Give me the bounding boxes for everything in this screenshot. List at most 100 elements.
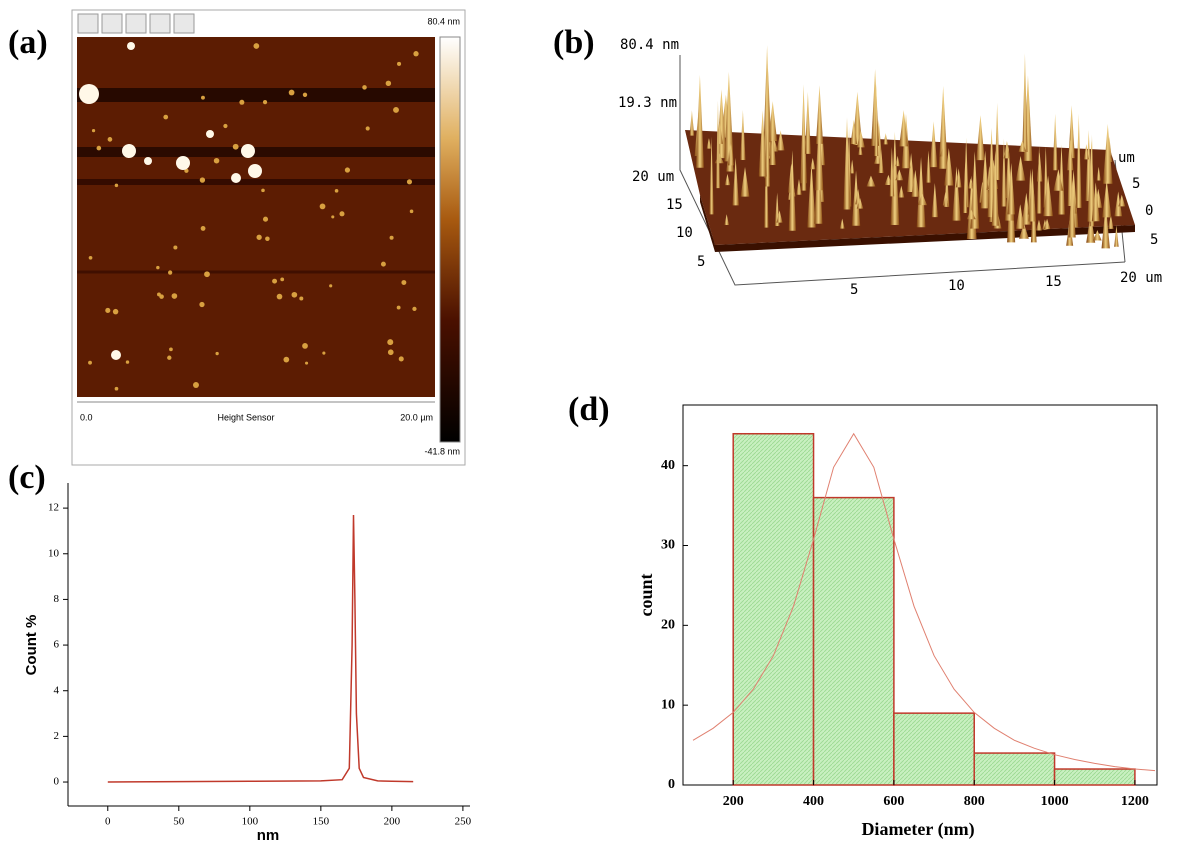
spike [1102, 123, 1113, 184]
particle [413, 51, 419, 57]
spike [1028, 168, 1037, 222]
y-tick-label: 40 [661, 458, 675, 473]
spike [963, 161, 968, 214]
particle [88, 360, 92, 365]
particle [105, 307, 111, 314]
spike [1086, 213, 1096, 243]
particle [176, 156, 190, 170]
particle [322, 351, 326, 355]
particle [215, 351, 219, 356]
particle [125, 360, 130, 364]
spike [895, 169, 904, 181]
spike [695, 74, 704, 168]
spike [715, 100, 720, 189]
particle [144, 157, 152, 165]
y-tick-label: 10 [676, 225, 693, 241]
x-tick-label: 400 [803, 794, 824, 809]
axis-3d [679, 55, 1126, 286]
particle [406, 179, 413, 185]
particle [291, 291, 298, 298]
particle [239, 99, 245, 105]
particle [305, 361, 309, 365]
particle [329, 284, 333, 288]
particle [167, 355, 172, 360]
particle [253, 43, 260, 49]
panel-label: (c) [8, 459, 46, 496]
spike [889, 147, 895, 197]
side-tick-label: 5 [1150, 232, 1158, 248]
histogram-bar [812, 496, 895, 786]
x-axis-label: nm [257, 827, 280, 844]
particle [223, 123, 228, 129]
spike [724, 71, 734, 162]
particle [192, 382, 199, 388]
spike [938, 86, 948, 169]
particle [200, 226, 206, 231]
z-tick-label: 19.3 nm [618, 95, 677, 111]
particle [412, 306, 417, 312]
particle [389, 235, 394, 240]
spike [878, 149, 884, 174]
histogram-bar [1053, 768, 1136, 786]
spike [943, 195, 949, 207]
panel-label: (d) [568, 391, 610, 428]
spike [1053, 169, 1064, 191]
spike [952, 166, 961, 221]
spike [851, 170, 861, 226]
x-tick-label: 0 [105, 816, 111, 828]
particle [288, 89, 295, 96]
x-tick-label: 10 [948, 278, 965, 294]
particle [385, 80, 392, 87]
spike [1114, 225, 1119, 247]
particle [163, 114, 169, 120]
particle [380, 261, 386, 267]
particle [262, 100, 268, 105]
spike [1007, 162, 1015, 215]
particle [387, 349, 394, 356]
surface-front [700, 195, 1135, 252]
spike [768, 101, 778, 142]
spike [804, 91, 811, 154]
spike [991, 150, 999, 226]
histogram-bar [893, 712, 975, 786]
spike [1091, 182, 1100, 222]
spike [815, 117, 824, 191]
x-tick-label: 150 [313, 816, 330, 828]
x-tick-label: 600 [883, 794, 904, 809]
spike [1108, 215, 1114, 229]
spike [1043, 218, 1051, 229]
x-tick-label: 800 [964, 794, 985, 809]
spike [929, 121, 938, 168]
spike [740, 110, 746, 161]
particle [114, 183, 119, 188]
x-axis-label: Diameter (nm) [861, 819, 974, 840]
particle [96, 145, 102, 151]
y-tick-label: 6 [54, 639, 60, 651]
spike [1015, 156, 1026, 181]
spike [1001, 138, 1007, 207]
data-line [107, 514, 414, 783]
toolbar-button [125, 13, 147, 34]
spike [1101, 204, 1110, 249]
x-tick-label: 100 [242, 816, 259, 828]
particle [319, 203, 326, 210]
y-tick-label: 4 [54, 684, 60, 696]
particle [107, 137, 113, 142]
spike [1018, 140, 1027, 152]
y-tick-label: 0 [668, 777, 675, 792]
scale-end: 20.0 µm [400, 412, 433, 422]
spike [883, 133, 888, 145]
spike [1083, 144, 1089, 160]
particle [88, 255, 93, 260]
streak [77, 147, 435, 157]
y-tick-label: 10 [661, 697, 675, 712]
spike [689, 110, 695, 136]
y-tick-label: 12 [48, 502, 59, 514]
spike [890, 131, 900, 225]
spike [1021, 192, 1031, 225]
particle [256, 234, 262, 240]
spike [898, 185, 905, 198]
spike [976, 115, 985, 161]
spike [917, 193, 928, 206]
